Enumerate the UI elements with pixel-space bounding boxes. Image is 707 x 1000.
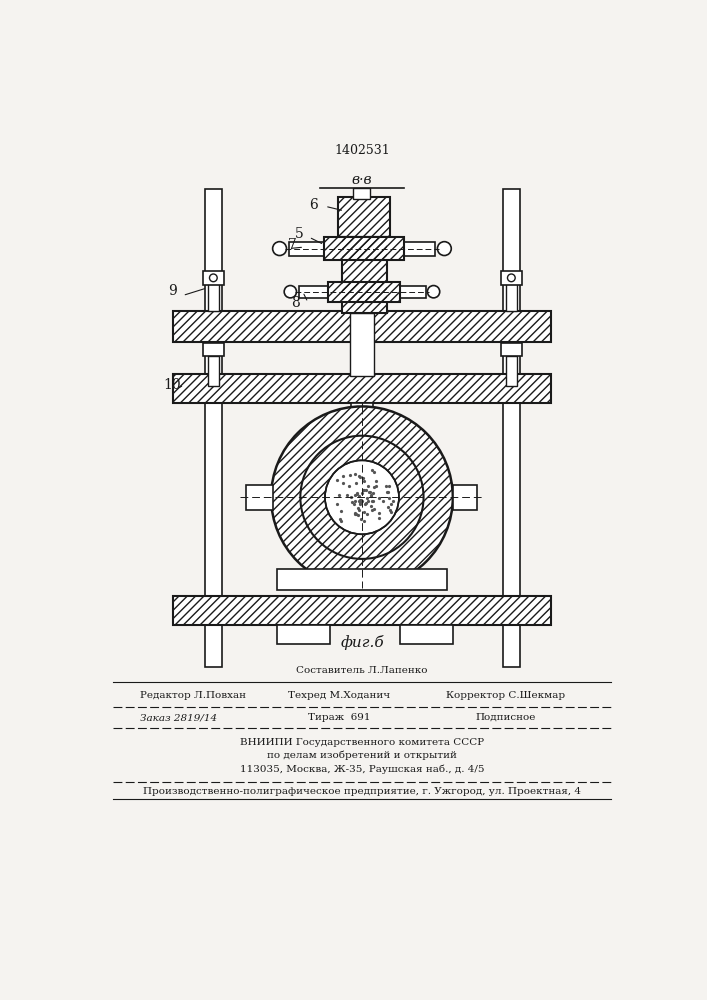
Bar bbox=[173, 596, 551, 625]
Bar bbox=[354, 188, 370, 199]
Bar bbox=[338, 197, 390, 237]
Bar bbox=[325, 237, 404, 260]
Text: ВНИИПИ Государственного комитета СССР: ВНИИПИ Государственного комитета СССР bbox=[240, 738, 484, 747]
Circle shape bbox=[438, 242, 451, 256]
Circle shape bbox=[508, 274, 515, 282]
Text: Техред М.Ходанич: Техред М.Ходанич bbox=[288, 691, 390, 700]
Bar bbox=[208, 282, 218, 311]
Text: 7: 7 bbox=[288, 238, 296, 252]
Bar bbox=[173, 374, 551, 403]
Bar bbox=[325, 237, 404, 260]
Bar bbox=[173, 311, 551, 342]
Circle shape bbox=[300, 436, 423, 559]
Text: Составитель Л.Лапенко: Составитель Л.Лапенко bbox=[296, 666, 428, 675]
Bar bbox=[203, 343, 224, 356]
Bar bbox=[351, 403, 373, 430]
Bar bbox=[247, 485, 273, 510]
Bar bbox=[277, 625, 329, 644]
Text: 113035, Москва, Ж-35, Раушская наб., д. 4/5: 113035, Москва, Ж-35, Раушская наб., д. … bbox=[240, 764, 484, 774]
Bar bbox=[277, 569, 447, 590]
Bar bbox=[328, 282, 400, 302]
Bar bbox=[501, 343, 522, 356]
Circle shape bbox=[428, 286, 440, 298]
Text: 8: 8 bbox=[291, 296, 300, 310]
Bar bbox=[208, 356, 218, 386]
Bar bbox=[501, 271, 522, 285]
Bar bbox=[452, 485, 477, 510]
Bar bbox=[338, 197, 390, 237]
Text: Заказ 2819/14: Заказ 2819/14 bbox=[140, 713, 217, 722]
Circle shape bbox=[284, 286, 296, 298]
Bar bbox=[503, 189, 520, 667]
Text: Производственно-полиграфическое предприятие, г. Ужгород, ул. Проектная, 4: Производственно-полиграфическое предприя… bbox=[143, 787, 581, 796]
Bar bbox=[173, 374, 551, 403]
Text: Корректор С.Шекмар: Корректор С.Шекмар bbox=[446, 691, 566, 700]
Bar bbox=[342, 237, 387, 312]
Bar bbox=[299, 286, 426, 298]
Bar bbox=[506, 282, 517, 311]
Text: фиг.б: фиг.б bbox=[340, 635, 384, 650]
Circle shape bbox=[325, 460, 399, 534]
Bar bbox=[205, 189, 222, 667]
Circle shape bbox=[209, 274, 217, 282]
Bar bbox=[173, 596, 551, 625]
Text: Тираж  691: Тираж 691 bbox=[308, 713, 370, 722]
Text: 6: 6 bbox=[309, 198, 318, 212]
Bar bbox=[506, 356, 517, 386]
Circle shape bbox=[273, 242, 286, 256]
Text: Подписное: Подписное bbox=[476, 713, 536, 722]
Circle shape bbox=[271, 406, 452, 588]
Text: 9: 9 bbox=[168, 284, 177, 298]
Text: Редактор Л.Повхан: Редактор Л.Повхан bbox=[140, 691, 246, 700]
Bar bbox=[342, 237, 387, 312]
Text: 10: 10 bbox=[164, 378, 181, 392]
Bar bbox=[203, 271, 224, 285]
Bar bbox=[328, 282, 400, 302]
Bar bbox=[400, 625, 452, 644]
Bar bbox=[173, 311, 551, 342]
Text: по делам изобретений и открытий: по делам изобретений и открытий bbox=[267, 750, 457, 760]
Bar bbox=[350, 312, 374, 376]
Bar bbox=[288, 242, 435, 256]
Text: в·в: в·в bbox=[351, 173, 373, 187]
Text: 1402531: 1402531 bbox=[334, 144, 390, 157]
Text: 5: 5 bbox=[296, 227, 304, 241]
